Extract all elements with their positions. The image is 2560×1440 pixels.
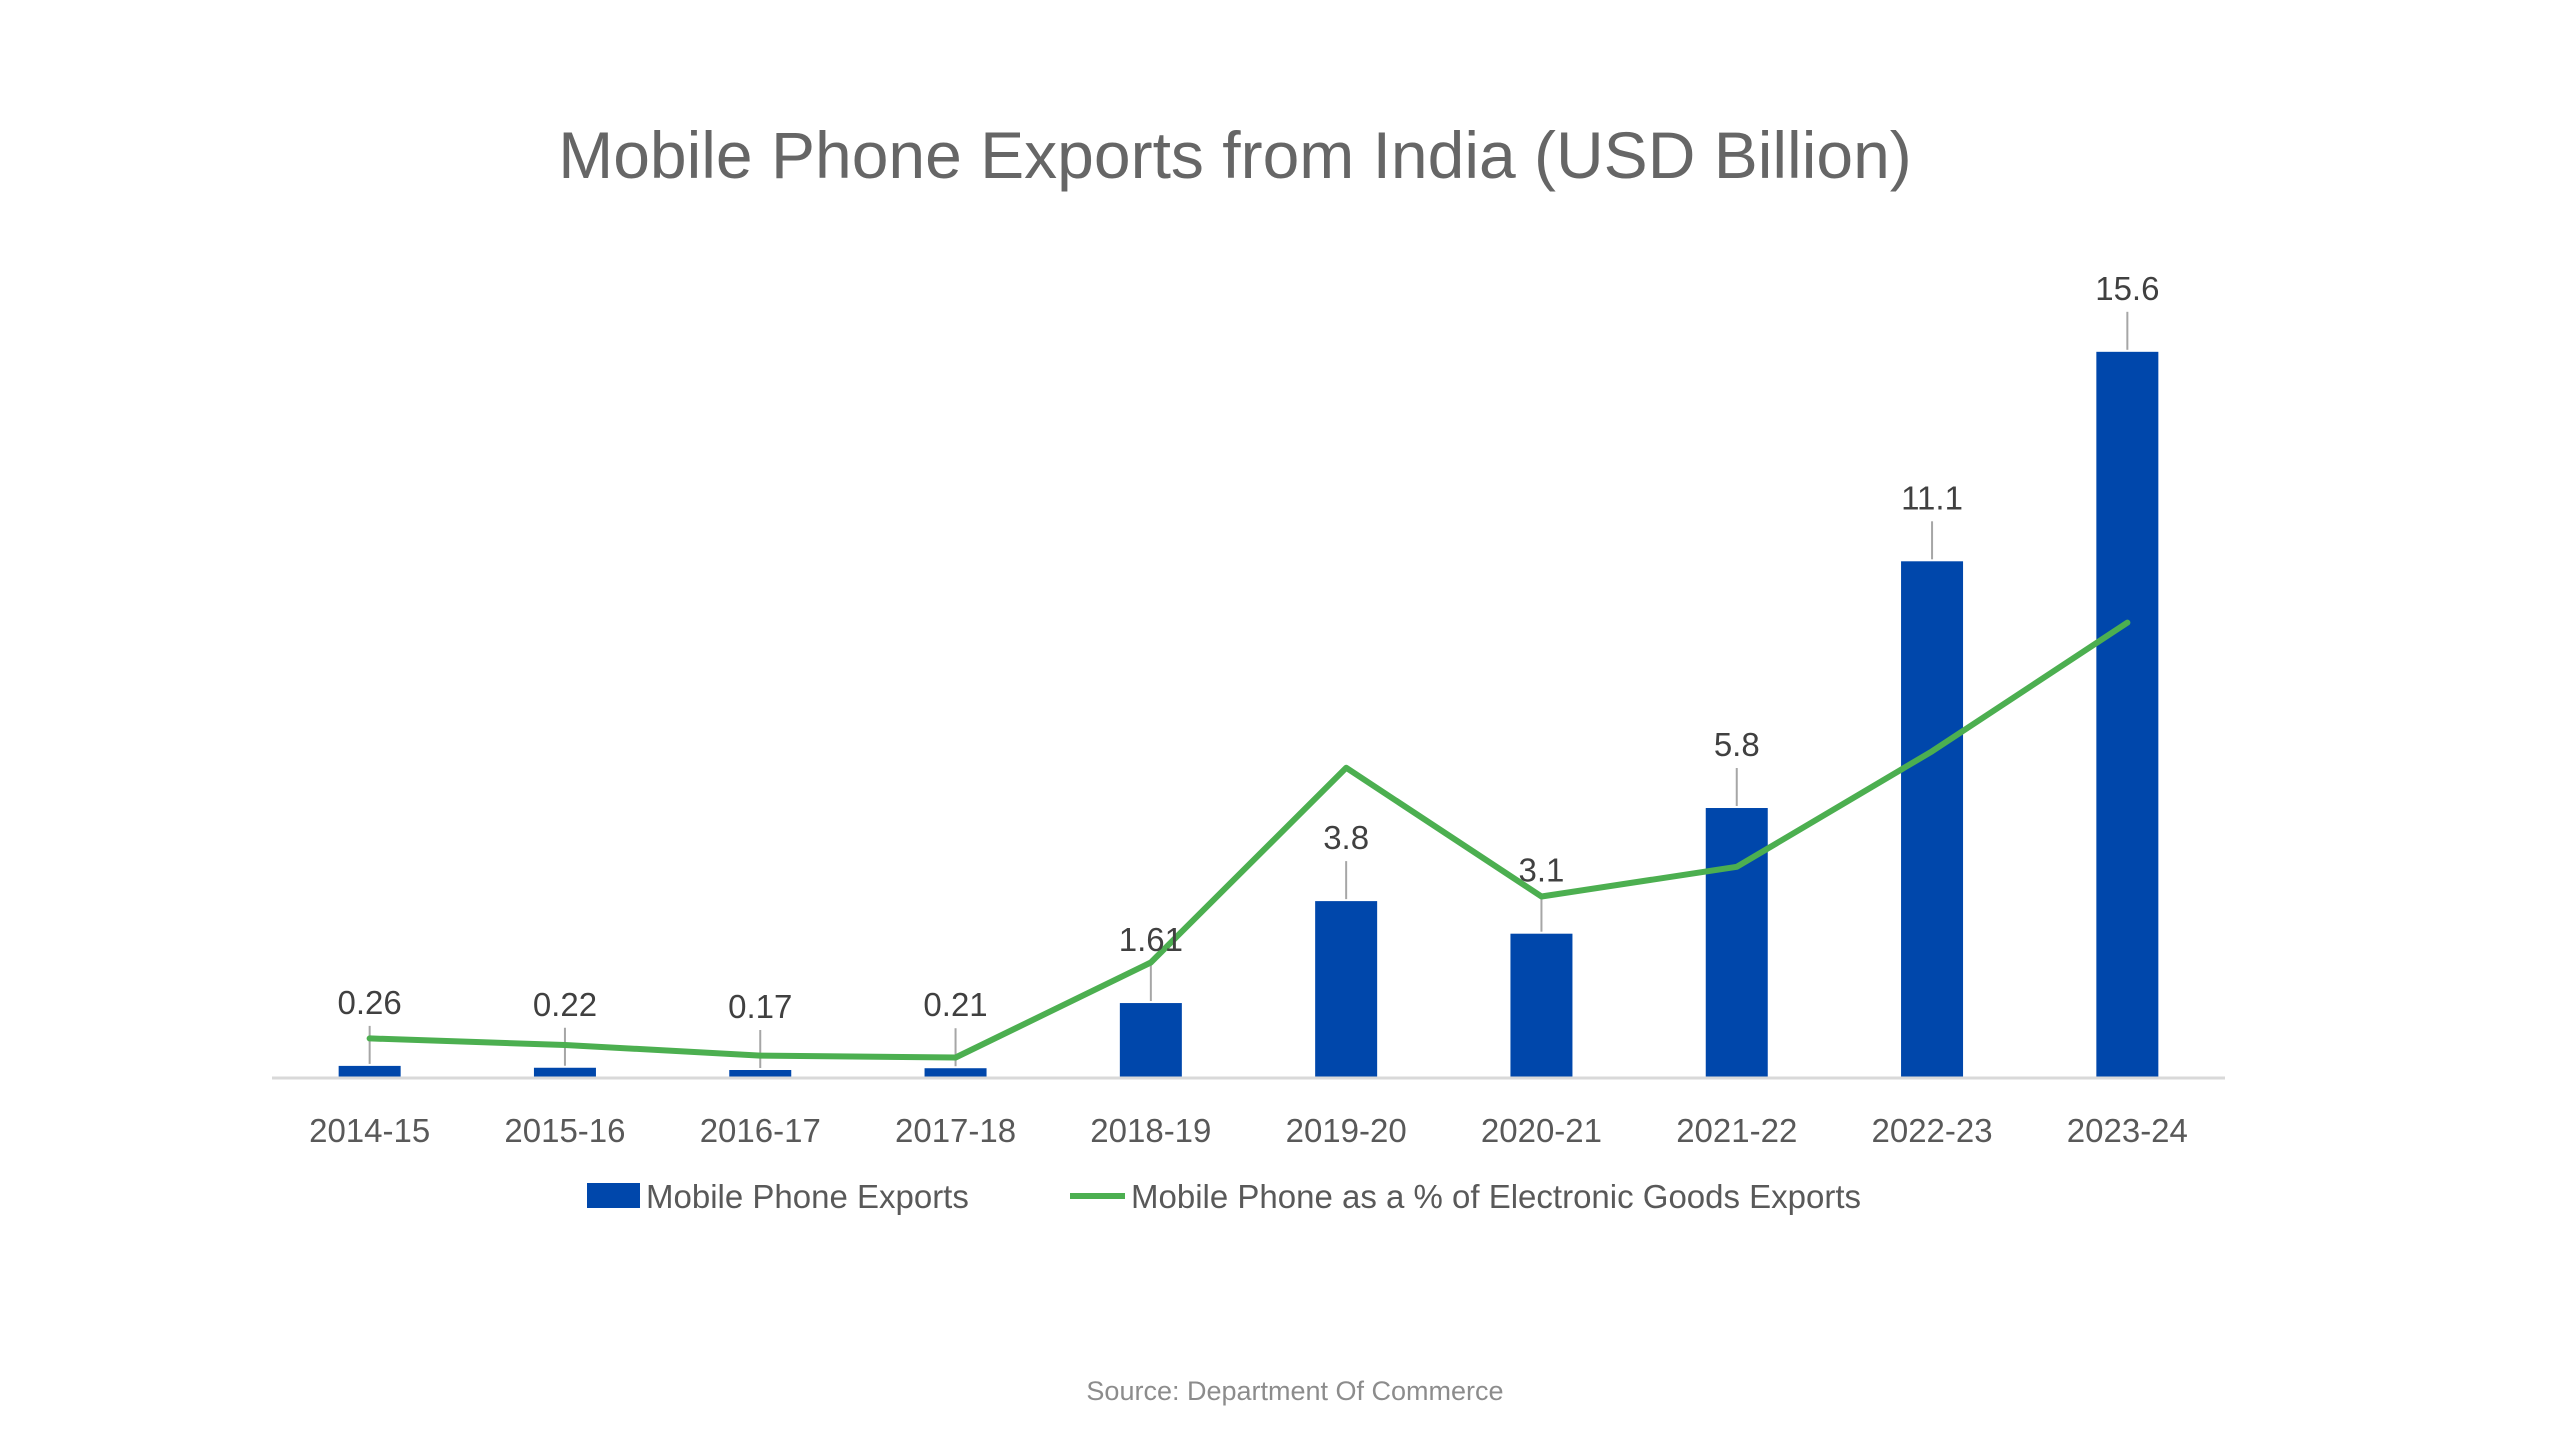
bar-2016-17 — [729, 1070, 792, 1078]
x-tick-label-2022-23: 2022-23 — [1871, 1112, 1992, 1149]
legend-line-label: Mobile Phone as a % of Electronic Goods … — [1131, 1178, 1861, 1215]
bar-2015-16 — [533, 1067, 596, 1078]
bar-2022-23 — [1901, 561, 1964, 1078]
bar-2018-19 — [1119, 1003, 1182, 1078]
data-label-2018-19: 1.61 — [1119, 921, 1183, 958]
x-tick-label-2018-19: 2018-19 — [1090, 1112, 1211, 1149]
data-label-2014-15: 0.26 — [338, 984, 402, 1021]
x-tick-label-2023-24: 2023-24 — [2067, 1112, 2188, 1149]
data-label-2023-24: 15.6 — [2095, 270, 2159, 307]
x-tick-labels-layer: 2014-15 2015-16 2016-17 2017-18 2018-19 2019-… — [309, 1112, 2188, 1149]
bar-2020-21 — [1510, 933, 1573, 1078]
data-labels-layer: 0.26 0.22 0.17 0.21 1.61 3.8 3.1 5.8 11.1 15.6 — [338, 270, 2160, 1025]
bar-2021-22 — [1705, 808, 1768, 1078]
bar-2023-24 — [2096, 351, 2159, 1078]
source-note: Source: Department Of Commerce — [1086, 1376, 1503, 1406]
x-tick-label-2014-15: 2014-15 — [309, 1112, 430, 1149]
data-label-2020-21: 3.1 — [1519, 852, 1565, 889]
x-tick-label-2021-22: 2021-22 — [1676, 1112, 1797, 1149]
legend-bar-swatch — [587, 1183, 640, 1208]
data-label-2015-16: 0.22 — [533, 986, 597, 1023]
bar-2019-20 — [1315, 901, 1378, 1078]
data-label-2017-18: 0.21 — [923, 986, 987, 1023]
x-tick-label-2016-17: 2016-17 — [700, 1112, 821, 1149]
bars-layer — [338, 351, 2159, 1078]
bar-2014-15 — [338, 1065, 401, 1078]
x-tick-label-2019-20: 2019-20 — [1286, 1112, 1407, 1149]
data-label-2016-17: 0.17 — [728, 988, 792, 1025]
data-label-2021-22: 5.8 — [1714, 726, 1760, 763]
chart-title: Mobile Phone Exports from India (USD Bil… — [558, 118, 1912, 192]
legend: Mobile Phone Exports Mobile Phone as a %… — [587, 1178, 1861, 1215]
bar-2017-18 — [924, 1068, 987, 1078]
line-series-layer — [366, 619, 2131, 1061]
x-tick-label-2020-21: 2020-21 — [1481, 1112, 1602, 1149]
line-series-path — [366, 619, 2131, 1061]
leader-lines-layer — [368, 311, 2129, 1068]
data-label-2022-23: 11.1 — [1901, 479, 1963, 516]
legend-bar-label: Mobile Phone Exports — [646, 1178, 969, 1215]
x-tick-label-2017-18: 2017-18 — [895, 1112, 1016, 1149]
x-tick-label-2015-16: 2015-16 — [504, 1112, 625, 1149]
data-label-2019-20: 3.8 — [1323, 819, 1369, 856]
